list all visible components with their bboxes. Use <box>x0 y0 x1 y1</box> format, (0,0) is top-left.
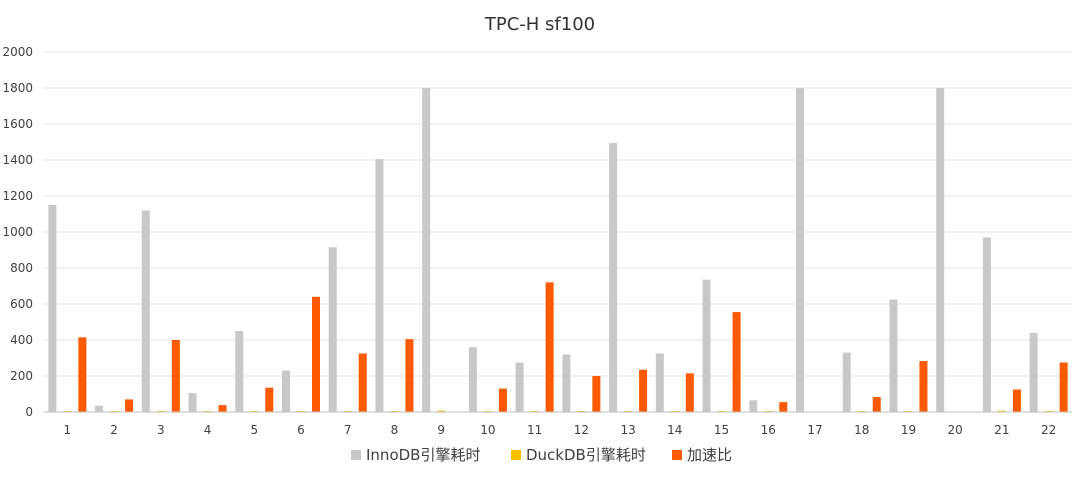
bar <box>1029 332 1038 412</box>
bar <box>235 331 244 412</box>
y-tick-label: 2000 <box>2 45 33 59</box>
x-tick-label: 13 <box>620 423 635 437</box>
y-tick-label: 0 <box>25 405 33 419</box>
y-tick-label: 1000 <box>2 225 33 239</box>
x-tick-label: 19 <box>901 423 916 437</box>
legend-swatch[interactable] <box>672 450 682 460</box>
x-tick-label: 8 <box>391 423 399 437</box>
bar <box>997 410 1006 412</box>
bar <box>609 142 618 412</box>
x-tick-label: 16 <box>761 423 776 437</box>
bar <box>1059 362 1068 412</box>
bar <box>328 247 337 412</box>
bar <box>562 354 571 412</box>
x-tick-label: 17 <box>807 423 822 437</box>
bar <box>732 312 741 412</box>
x-tick-label: 12 <box>574 423 589 437</box>
bar <box>437 410 446 412</box>
x-tick-label: 20 <box>948 423 963 437</box>
bar <box>188 393 197 412</box>
x-tick-label: 21 <box>994 423 1009 437</box>
gridlines <box>44 51 1072 377</box>
bar <box>545 282 554 412</box>
y-tick-label: 1400 <box>2 153 33 167</box>
bar <box>592 376 601 412</box>
bar <box>375 159 384 412</box>
y-tick-label: 400 <box>10 333 33 347</box>
x-tick-label: 4 <box>204 423 212 437</box>
y-axis: 0 200 400 600 800 1000 1200 1400 1600 1800 2000 <box>2 45 33 419</box>
bar <box>919 361 928 412</box>
x-tick-label: 11 <box>527 423 542 437</box>
bar <box>282 370 290 412</box>
legend-label[interactable]: 加速比 <box>687 446 732 464</box>
x-tick-label: 14 <box>667 423 682 437</box>
bar <box>218 405 227 412</box>
bar <box>685 373 694 412</box>
bar <box>749 400 758 412</box>
bar <box>422 88 431 412</box>
legend-swatch[interactable] <box>511 450 521 460</box>
bar <box>95 405 104 412</box>
bar <box>842 352 851 412</box>
bar <box>141 210 150 412</box>
bar <box>171 340 180 412</box>
legend-label[interactable]: InnoDB引擎耗时 <box>366 446 480 464</box>
bar <box>498 388 507 412</box>
y-tick-label: 600 <box>10 297 33 311</box>
bar <box>702 279 711 412</box>
legend[interactable]: InnoDB引擎耗时 DuckDB引擎耗时 加速比 <box>351 446 732 464</box>
x-tick-label: 9 <box>437 423 445 437</box>
bar <box>655 353 664 412</box>
bar <box>358 353 367 412</box>
legend-label[interactable]: DuckDB引擎耗时 <box>526 446 646 464</box>
bars <box>48 88 1068 412</box>
x-tick-label: 3 <box>157 423 165 437</box>
bar <box>48 205 57 412</box>
x-tick-label: 5 <box>250 423 258 437</box>
bar <box>779 402 788 412</box>
bar <box>265 387 274 412</box>
bar <box>405 339 414 412</box>
y-tick-label: 1200 <box>2 189 33 203</box>
bar <box>639 369 648 412</box>
bar <box>936 88 945 412</box>
x-tick-label: 18 <box>854 423 869 437</box>
x-tick-label: 15 <box>714 423 729 437</box>
bar <box>125 399 134 412</box>
y-tick-label: 1800 <box>2 81 33 95</box>
bar <box>1012 389 1021 412</box>
legend-swatch[interactable] <box>351 450 361 460</box>
y-tick-label: 200 <box>10 369 33 383</box>
x-tick-label: 22 <box>1041 423 1056 437</box>
chart-title: TPC-H sf100 <box>484 14 595 35</box>
bar <box>78 337 87 412</box>
x-tick-label: 2 <box>110 423 118 437</box>
x-tick-label: 10 <box>480 423 495 437</box>
bar <box>796 88 804 412</box>
bar <box>982 237 991 412</box>
bar <box>312 296 320 412</box>
x-axis: 1 2 3 4 5 6 7 8 9 10 11 12 13 14 15 16 17 18 19 20 21 22 <box>44 411 1072 437</box>
x-tick-label: 6 <box>297 423 305 437</box>
bar <box>889 299 898 412</box>
bar <box>872 397 881 412</box>
x-tick-label: 7 <box>344 423 352 437</box>
bar <box>515 362 524 412</box>
x-tick-label: 1 <box>64 423 72 437</box>
bar <box>468 347 477 412</box>
y-tick-label: 1600 <box>2 117 33 131</box>
y-tick-label: 800 <box>10 261 33 275</box>
